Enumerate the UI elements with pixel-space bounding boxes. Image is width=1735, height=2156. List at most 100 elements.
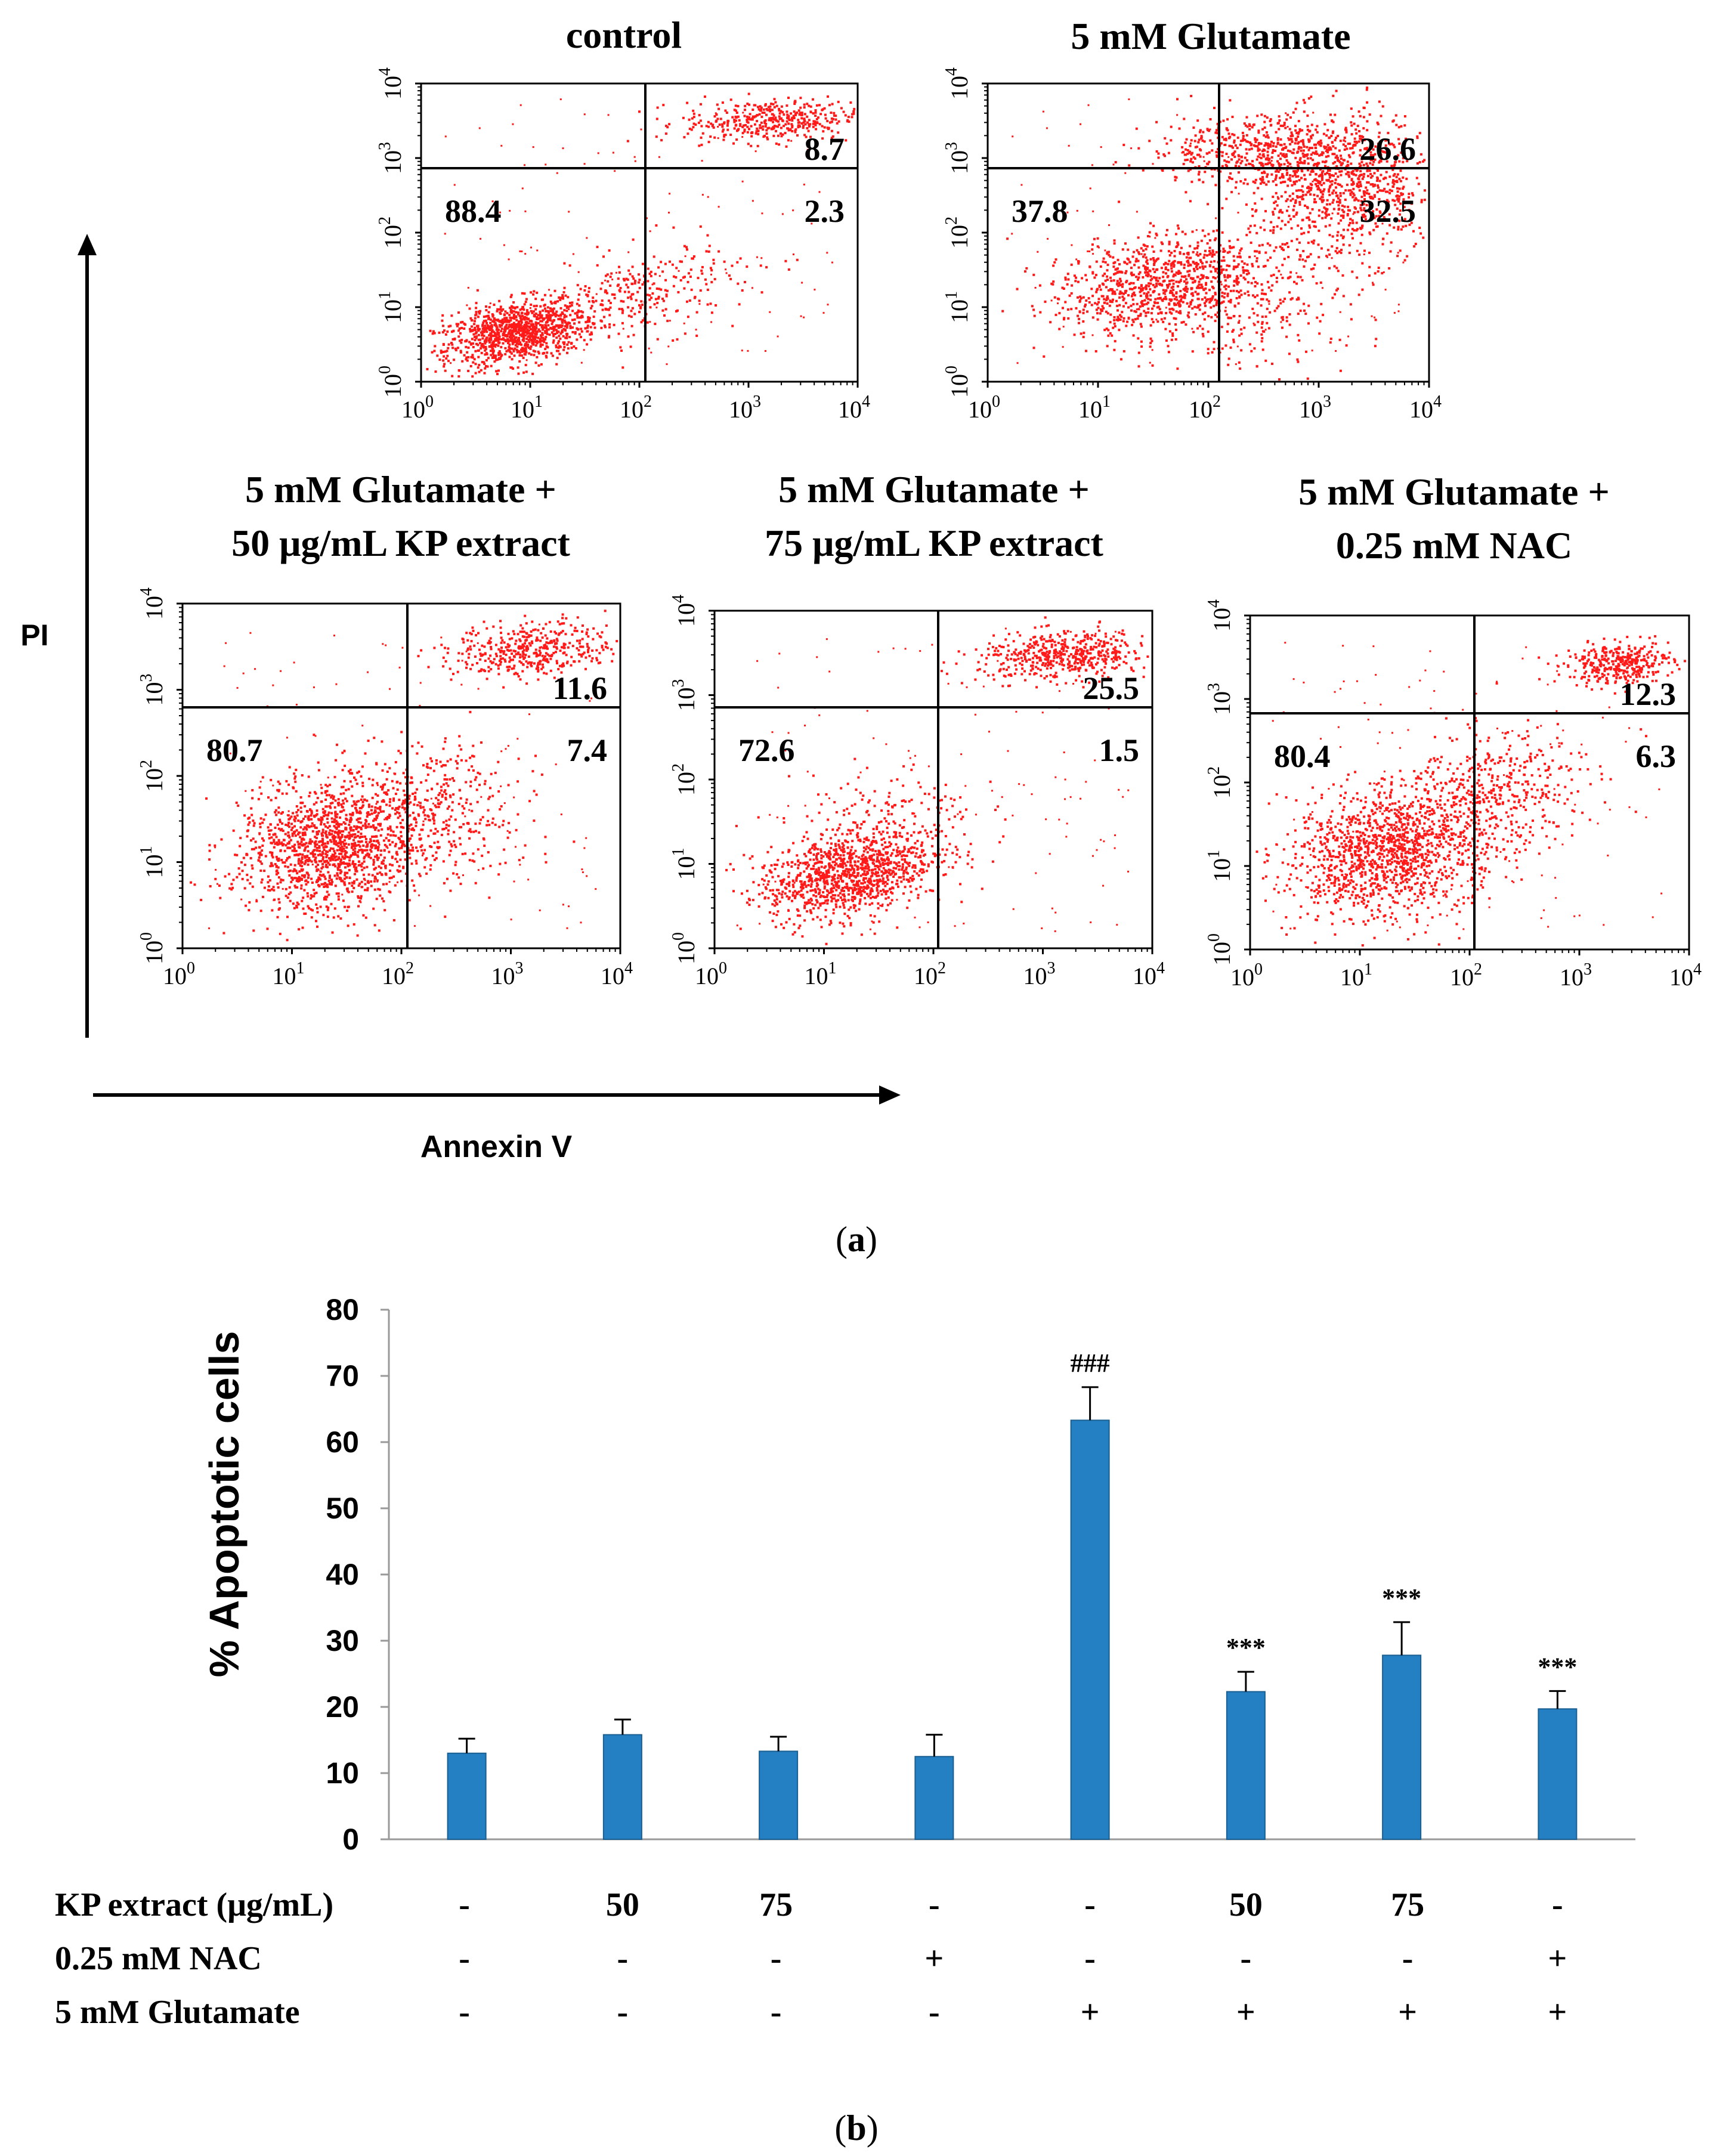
bar xyxy=(759,1750,799,1841)
flow-plot: 5 mM Glutamate +75 μg/mL KP extract10010… xyxy=(669,468,1165,989)
condition-cell: + xyxy=(1548,1940,1567,1977)
flow-plot: control10010010110110210210310310410488.… xyxy=(376,14,870,423)
error-bar xyxy=(1393,1621,1411,1656)
quadrant-lower-left: 72.6 xyxy=(738,732,795,768)
flow-plot-title: 50 μg/mL KP extract xyxy=(231,522,570,564)
flow-plot-title: 5 mM Glutamate xyxy=(1071,15,1350,57)
quadrant-upper-right: 25.5 xyxy=(1083,670,1140,706)
bar xyxy=(1070,1419,1110,1841)
error-bar xyxy=(458,1737,475,1753)
x-tick-label: 103 xyxy=(1560,960,1592,991)
x-tick-label: 104 xyxy=(838,392,870,423)
bar xyxy=(1226,1691,1266,1840)
flow-dots xyxy=(1001,86,1426,381)
annexin-axis-label: Annexin V xyxy=(420,1130,573,1164)
quadrant-upper-right: 8.7 xyxy=(805,131,845,167)
bar xyxy=(447,1752,487,1840)
panel-a-caption: (a) xyxy=(836,1220,877,1259)
condition-row-label: 0.25 mM NAC xyxy=(55,1940,262,1977)
y-tick-label: 0 xyxy=(342,1823,359,1856)
significance-label: *** xyxy=(1382,1583,1421,1613)
quadrant-lower-left: 80.4 xyxy=(1274,738,1331,774)
condition-cell: + xyxy=(924,1940,944,1977)
flow-plot-title: 5 mM Glutamate + xyxy=(1298,471,1610,513)
condition-cell: 50 xyxy=(606,1886,639,1923)
error-bar xyxy=(1549,1690,1566,1709)
y-tick-label: 40 xyxy=(326,1558,359,1591)
quadrant-lower-left: 80.7 xyxy=(206,732,263,768)
condition-cell: + xyxy=(1398,1994,1417,2031)
quadrant-lower-left: 37.8 xyxy=(1012,193,1068,229)
condition-cell: - xyxy=(1402,1940,1414,1977)
quadrant-lower-right: 7.4 xyxy=(567,732,608,768)
quadrant-upper-right: 26.6 xyxy=(1360,131,1417,167)
condition-cell: - xyxy=(771,1940,782,1977)
pi-axis-label: PI xyxy=(20,618,48,652)
quadrant-lower-left: 88.4 xyxy=(445,193,502,229)
y-tick-label: 104 xyxy=(669,595,700,627)
quadrant-upper-right: 12.3 xyxy=(1620,676,1677,712)
flow-plot-title: 5 mM Glutamate + xyxy=(778,468,1090,511)
condition-cell: - xyxy=(617,1940,629,1977)
y-tick-label: 60 xyxy=(326,1425,359,1459)
error-bar xyxy=(614,1718,631,1735)
x-tick-label: 101 xyxy=(1078,392,1111,423)
y-tick-label: 10 xyxy=(326,1756,359,1790)
panel-a: PI Annexin V control10010010110110210210… xyxy=(20,14,1702,1259)
bar xyxy=(1538,1708,1578,1841)
condition-cell: + xyxy=(1548,1994,1567,2031)
x-tick-label: 101 xyxy=(805,959,837,989)
error-bar xyxy=(1237,1671,1254,1692)
flow-dots xyxy=(426,92,856,378)
flow-plot: 5 mM Glutamate +50 μg/mL KP extract10010… xyxy=(137,468,633,989)
significance-label: *** xyxy=(1538,1652,1577,1681)
y-tick-label: 20 xyxy=(326,1690,359,1724)
panel-b-caption: (b) xyxy=(834,2108,878,2148)
condition-cell: - xyxy=(459,1994,470,2031)
condition-cell: - xyxy=(1084,1886,1096,1923)
y-tick-label: 101 xyxy=(1205,850,1235,882)
error-bar xyxy=(770,1736,787,1752)
panel-b: 0 10 20 30 40 50 60 70 80 ### *** *** *** % Apoptot… xyxy=(55,1293,1635,2148)
condition-cell: + xyxy=(1081,1994,1100,2031)
bar xyxy=(602,1734,642,1841)
condition-cell: 75 xyxy=(1391,1886,1424,1923)
error-bar xyxy=(1081,1386,1099,1421)
quadrant-lower-right: 1.5 xyxy=(1099,732,1140,768)
condition-cell: - xyxy=(1241,1940,1252,1977)
flow-plot: 5 mM Glutamate +0.25 mM NAC1001001011011… xyxy=(1205,471,1702,991)
flow-plot-title: control xyxy=(566,14,682,56)
y-tick-label: 50 xyxy=(326,1492,359,1525)
condition-cell: - xyxy=(929,1994,940,2031)
flow-dots xyxy=(190,610,618,942)
condition-cell: 50 xyxy=(1229,1886,1263,1923)
quadrant-upper-right: 11.6 xyxy=(552,670,607,706)
y-axis-title: % Apoptotic cells xyxy=(201,1331,248,1678)
y-tick-label: 80 xyxy=(326,1293,359,1326)
flow-dots xyxy=(725,616,1149,945)
pi-axis-arrow xyxy=(78,234,97,1038)
flow-plot-title: 0.25 mM NAC xyxy=(1336,524,1572,567)
condition-cell: - xyxy=(929,1886,940,1923)
flow-plot-title: 75 μg/mL KP extract xyxy=(765,522,1103,564)
x-tick-label: 102 xyxy=(620,392,652,423)
condition-cell: - xyxy=(771,1994,782,2031)
significance-label: ### xyxy=(1071,1348,1110,1378)
flow-plot-title: 5 mM Glutamate + xyxy=(245,468,556,511)
condition-cell: - xyxy=(1084,1940,1096,1977)
x-tick-label: 101 xyxy=(1340,960,1372,991)
quadrant-lower-right: 6.3 xyxy=(1636,738,1677,774)
bar xyxy=(1382,1654,1422,1840)
condition-cell: 75 xyxy=(759,1886,793,1923)
condition-row-label: 5 mM Glutamate xyxy=(55,1994,300,2031)
bar xyxy=(914,1756,954,1840)
quadrant-lower-right: 2.3 xyxy=(805,193,845,229)
y-tick-label: 70 xyxy=(326,1359,359,1393)
significance-label: *** xyxy=(1226,1633,1266,1662)
error-bar xyxy=(926,1734,943,1757)
condition-cell: + xyxy=(1236,1994,1255,2031)
condition-cell: - xyxy=(617,1994,629,2031)
condition-cell: - xyxy=(459,1886,470,1923)
quadrant-lower-right: 32.5 xyxy=(1360,193,1417,229)
